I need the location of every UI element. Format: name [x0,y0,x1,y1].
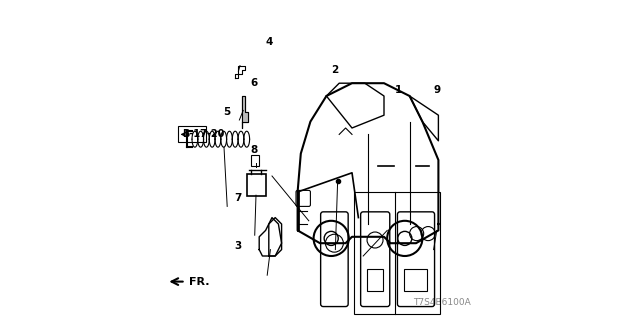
Text: 8: 8 [251,145,258,156]
Text: 2: 2 [331,65,338,76]
Bar [404,269,428,291]
Text: B-17-20: B-17-20 [182,129,225,140]
Text: 4: 4 [265,36,273,47]
Text: 1: 1 [395,84,402,95]
Bar [178,126,206,142]
Bar [354,192,440,314]
Bar [251,155,259,166]
Text: FR.: FR. [189,276,209,287]
Text: 3: 3 [235,241,242,252]
FancyArrowPatch shape [172,278,183,285]
Text: 6: 6 [251,78,258,88]
Polygon shape [242,96,248,128]
Text: T7S4B6100A: T7S4B6100A [413,298,470,307]
Text: 9: 9 [433,84,440,95]
Text: 7: 7 [235,193,242,204]
Bar [367,269,383,291]
Text: 5: 5 [223,107,231,117]
